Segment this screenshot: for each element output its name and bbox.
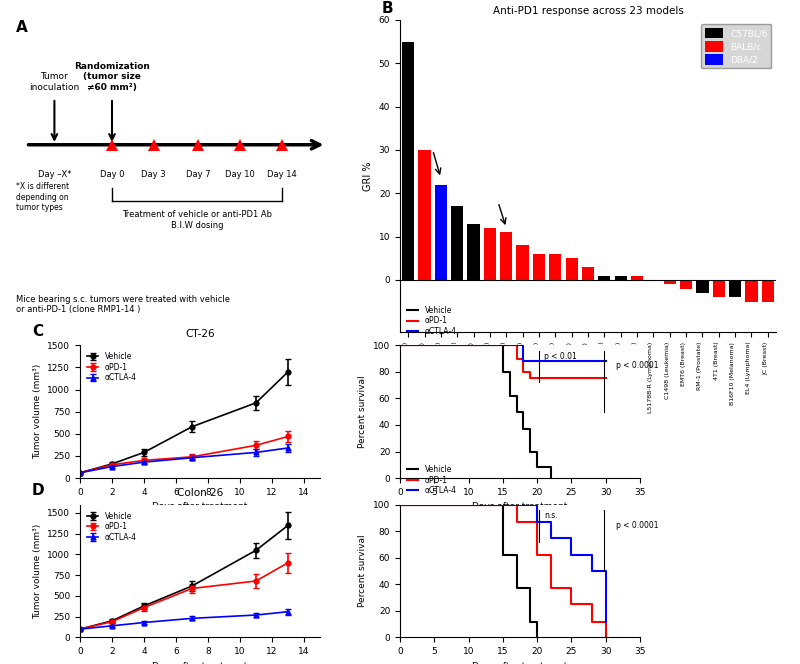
Bar xyxy=(467,224,480,280)
Bar xyxy=(517,245,529,280)
Text: Day 0: Day 0 xyxy=(100,170,124,179)
Text: *X is different
depending on
tumor types: *X is different depending on tumor types xyxy=(16,182,69,212)
Title: CT-26: CT-26 xyxy=(185,329,215,339)
Bar xyxy=(680,280,692,289)
Bar xyxy=(614,276,627,280)
X-axis label: Days after treatment: Days after treatment xyxy=(152,662,248,664)
Text: n.s.: n.s. xyxy=(544,511,558,521)
Text: Day 3: Day 3 xyxy=(142,170,166,179)
Bar xyxy=(566,258,578,280)
Text: p < 0.0001: p < 0.0001 xyxy=(616,361,658,371)
Text: C: C xyxy=(32,323,43,339)
Bar xyxy=(582,267,594,280)
Bar xyxy=(402,42,414,280)
Text: Day –X*: Day –X* xyxy=(38,170,71,179)
Bar xyxy=(451,207,463,280)
Legend: Vehicle, αPD-1, αCTLA-4: Vehicle, αPD-1, αCTLA-4 xyxy=(404,462,459,498)
Bar xyxy=(500,232,512,280)
Legend: Vehicle, αPD-1, αCTLA-4: Vehicle, αPD-1, αCTLA-4 xyxy=(84,509,139,544)
Text: p < 0.0001: p < 0.0001 xyxy=(616,521,658,530)
Bar xyxy=(746,280,758,301)
Legend: Vehicle, αPD-1, αCTLA-4: Vehicle, αPD-1, αCTLA-4 xyxy=(84,349,139,385)
Y-axis label: Tumor volume (mm³): Tumor volume (mm³) xyxy=(33,364,42,459)
Title: Colon 26: Colon 26 xyxy=(177,488,223,498)
Text: p < 0.01: p < 0.01 xyxy=(544,352,577,361)
Y-axis label: GRI %: GRI % xyxy=(363,161,374,191)
X-axis label: Days after treatment: Days after treatment xyxy=(472,662,568,664)
Bar xyxy=(598,276,610,280)
Text: B: B xyxy=(381,1,393,16)
Text: Treatment of vehicle or anti-PD1 Ab
B.I.W dosing: Treatment of vehicle or anti-PD1 Ab B.I.… xyxy=(122,210,272,230)
Text: Randomization
(tumor size
≠60 mm²): Randomization (tumor size ≠60 mm²) xyxy=(74,62,150,92)
X-axis label: Days after treatment: Days after treatment xyxy=(472,503,568,511)
Bar xyxy=(549,254,562,280)
Text: Day 7: Day 7 xyxy=(186,170,210,179)
Bar xyxy=(631,276,643,280)
Y-axis label: Percent survival: Percent survival xyxy=(358,535,367,608)
Text: Day 14: Day 14 xyxy=(266,170,297,179)
Bar xyxy=(434,185,447,280)
Bar xyxy=(713,280,725,297)
Text: Day 10: Day 10 xyxy=(225,170,255,179)
X-axis label: Days after treatment: Days after treatment xyxy=(152,503,248,511)
Title: Anti-PD1 response across 23 models: Anti-PD1 response across 23 models xyxy=(493,7,683,17)
Legend: C57BL/6, BALB/c, DBA/2: C57BL/6, BALB/c, DBA/2 xyxy=(702,25,771,68)
Bar xyxy=(696,280,709,293)
Y-axis label: Percent survival: Percent survival xyxy=(358,375,367,448)
Bar xyxy=(664,280,676,284)
Text: Tumor
inoculation: Tumor inoculation xyxy=(30,72,79,92)
Bar xyxy=(484,228,496,280)
Legend: Vehicle, αPD-1, αCTLA-4: Vehicle, αPD-1, αCTLA-4 xyxy=(404,303,459,339)
Bar xyxy=(533,254,545,280)
Text: D: D xyxy=(32,483,45,498)
Bar xyxy=(762,280,774,301)
Bar xyxy=(418,150,430,280)
Y-axis label: Tumor volume (mm³): Tumor volume (mm³) xyxy=(33,523,42,619)
Bar xyxy=(729,280,742,297)
Text: Mice bearing s.c. tumors were treated with vehicle
or anti-PD-1 (clone RMP1-14 ): Mice bearing s.c. tumors were treated wi… xyxy=(16,295,230,314)
Text: A: A xyxy=(16,20,28,35)
